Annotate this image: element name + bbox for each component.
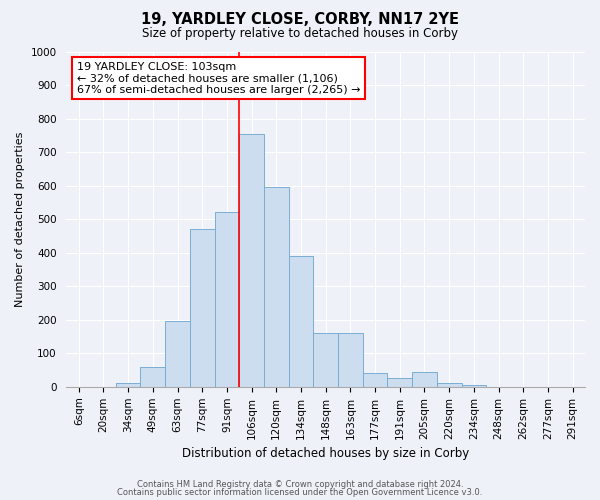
Bar xyxy=(363,374,388,387)
Bar xyxy=(338,333,363,387)
Bar xyxy=(140,366,165,387)
Bar xyxy=(190,229,215,387)
Text: Contains public sector information licensed under the Open Government Licence v3: Contains public sector information licen… xyxy=(118,488,482,497)
Bar xyxy=(313,333,338,387)
Y-axis label: Number of detached properties: Number of detached properties xyxy=(15,132,25,307)
Bar xyxy=(215,212,239,387)
Bar xyxy=(264,188,289,387)
Bar xyxy=(412,372,437,387)
Bar xyxy=(461,385,486,387)
Bar xyxy=(239,134,264,387)
Bar xyxy=(437,384,461,387)
Bar xyxy=(165,322,190,387)
Bar xyxy=(388,378,412,387)
Bar xyxy=(116,384,140,387)
Text: Size of property relative to detached houses in Corby: Size of property relative to detached ho… xyxy=(142,28,458,40)
Bar xyxy=(289,256,313,387)
Text: 19 YARDLEY CLOSE: 103sqm
← 32% of detached houses are smaller (1,106)
67% of sem: 19 YARDLEY CLOSE: 103sqm ← 32% of detach… xyxy=(77,62,360,95)
X-axis label: Distribution of detached houses by size in Corby: Distribution of detached houses by size … xyxy=(182,447,469,460)
Text: Contains HM Land Registry data © Crown copyright and database right 2024.: Contains HM Land Registry data © Crown c… xyxy=(137,480,463,489)
Text: 19, YARDLEY CLOSE, CORBY, NN17 2YE: 19, YARDLEY CLOSE, CORBY, NN17 2YE xyxy=(141,12,459,28)
